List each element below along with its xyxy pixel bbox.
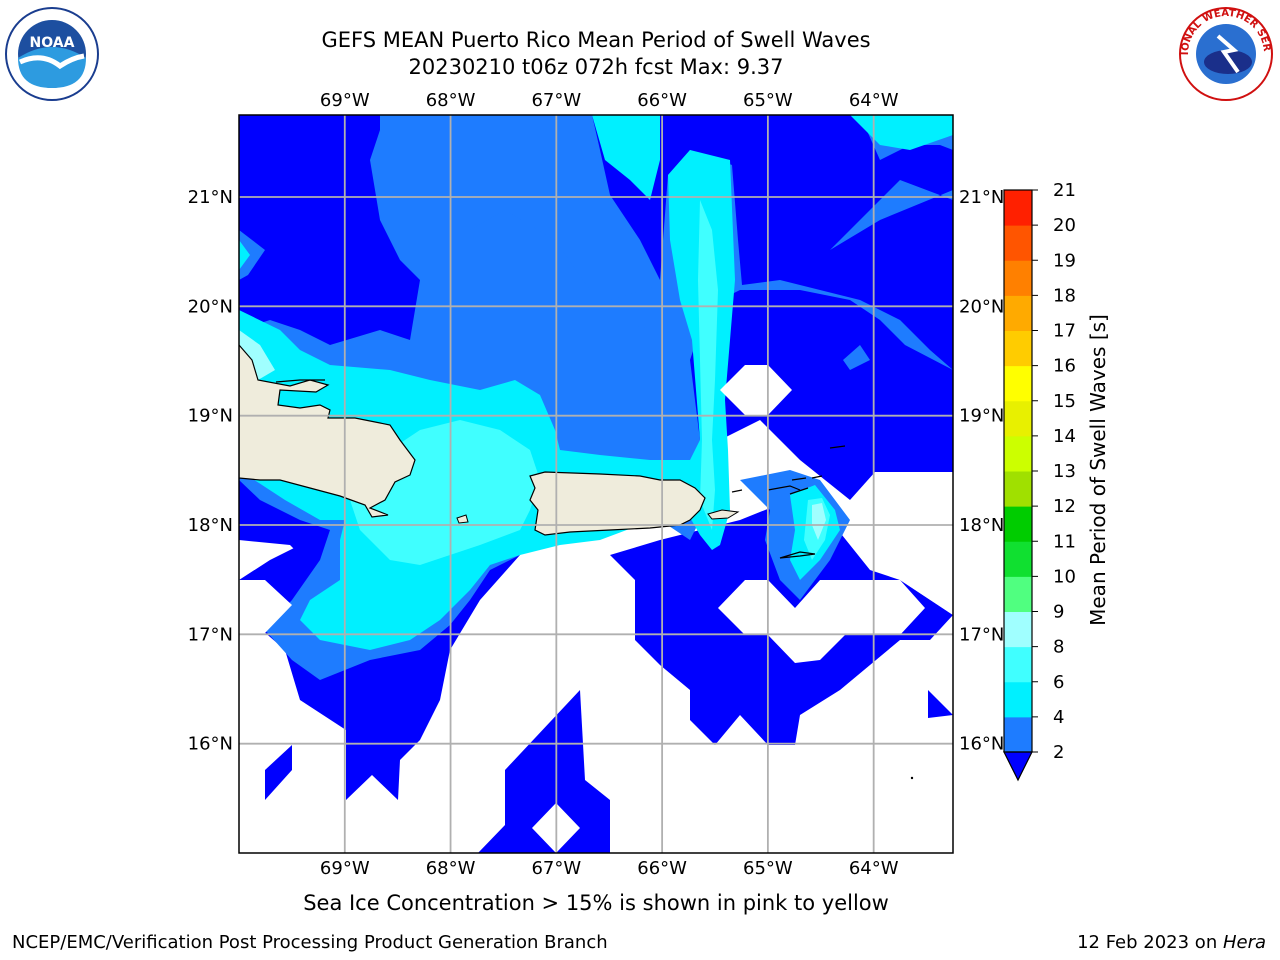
contour-dark-blue-small — [265, 745, 292, 800]
lon-label-bottom: 69°W — [320, 858, 370, 879]
colorbar-tick-label: 14 — [1053, 426, 1076, 447]
lat-label-right: 17°N — [959, 624, 1004, 645]
contour-pale-cyan-east — [812, 503, 826, 540]
colorbar-segment — [1004, 681, 1032, 718]
colorbar-segment — [1004, 260, 1032, 296]
map-subtitle: 20230210 t06z 072h fcst Max: 9.37 — [408, 55, 784, 79]
colorbar-tick-label: 21 — [1053, 180, 1076, 201]
footer-date-text: 12 Feb 2023 on — [1077, 932, 1223, 953]
lon-label-top: 65°W — [743, 90, 793, 111]
colorbar-tick-label: 8 — [1053, 637, 1064, 658]
contour-field — [239, 115, 953, 853]
lat-label-left: 19°N — [188, 406, 233, 427]
lat-label-right: 20°N — [959, 296, 1004, 317]
land-speck — [910, 776, 914, 780]
colorbar: 2 4 6 8 9 10 11 12 13 14 15 16 17 18 19 20 21 — [1003, 180, 1076, 782]
colorbar-tick-label: 20 — [1053, 215, 1076, 236]
colorbar-tick-label: 17 — [1053, 321, 1076, 342]
colorbar-tick-label: 12 — [1053, 496, 1076, 517]
footer-date: 12 Feb 2023 on Hera — [1077, 932, 1266, 953]
colorbar-segment — [1004, 506, 1032, 542]
colorbar-segment — [1004, 190, 1032, 226]
lon-label-top: 67°W — [531, 90, 581, 111]
lat-label-left: 17°N — [188, 624, 233, 645]
colorbar-tick-label: 13 — [1053, 461, 1076, 482]
contour-medium-blue-patch — [843, 345, 870, 370]
contour-medium-blue-west-edge — [239, 230, 265, 280]
colorbar-segment — [1004, 330, 1032, 367]
contour-hole-east-2 — [850, 472, 953, 615]
colorbar-segment — [1004, 400, 1032, 437]
colorbar-tick-label: 2 — [1053, 742, 1064, 763]
colorbar-tick-label: 15 — [1053, 391, 1076, 412]
contour-cyan-west-edge — [239, 240, 250, 270]
colorbar-segment — [1004, 541, 1032, 577]
contour-medium-blue-north-center — [420, 210, 660, 330]
colorbar-extend-arrow — [1003, 751, 1033, 782]
lat-label-left: 18°N — [188, 515, 233, 536]
lon-label-bottom: 68°W — [426, 858, 476, 879]
map-frame — [238, 114, 954, 854]
noaa-logo-text: NOAA — [30, 35, 75, 51]
colorbar-segment — [1004, 576, 1032, 612]
lon-label-top: 64°W — [849, 90, 899, 111]
footer-branch: NCEP/EMC/Verification Post Processing Pr… — [12, 932, 608, 953]
colorbar-tick-label: 19 — [1053, 250, 1076, 271]
land-virgin-islands — [731, 445, 846, 559]
lon-label-top: 69°W — [320, 90, 370, 111]
lon-label-top: 68°W — [426, 90, 476, 111]
contour-light-cyan-strip — [698, 200, 718, 530]
land-hispaniola-north-coast — [275, 379, 325, 383]
colorbar-tick-label: 10 — [1053, 566, 1076, 587]
map-title: GEFS MEAN Puerto Rico Mean Period of Swe… — [321, 28, 871, 52]
graticule — [239, 115, 953, 853]
land-mona-island — [456, 514, 469, 524]
land-vieques — [707, 509, 740, 520]
lat-label-right: 21°N — [959, 187, 1004, 208]
contour-hole-west — [239, 580, 292, 633]
colorbar-segment — [1004, 646, 1032, 683]
colorbar-label: Mean Period of Swell Waves [s] — [1086, 314, 1110, 626]
lat-label-right: 18°N — [959, 515, 1004, 536]
colorbar-tick-label: 18 — [1053, 285, 1076, 306]
contour-cyan-north — [592, 115, 660, 200]
coordinate-labels: 69°W 69°W 68°W 68°W 67°W 67°W 66°W 66°W 65°W 65°W… — [188, 90, 1005, 879]
lat-label-right: 16°N — [959, 734, 1004, 755]
colorbar-tick-label: 16 — [1053, 356, 1076, 377]
noaa-logo: NOAA — [5, 7, 99, 101]
contour-dark-blue-south — [478, 690, 610, 853]
colorbar-segment — [1004, 716, 1032, 753]
colorbar-tick-label: 9 — [1053, 602, 1064, 623]
lon-label-top: 66°W — [637, 90, 687, 111]
nws-logo: NATIONAL WEATHER SERVICE — [1176, 6, 1273, 101]
contour-hole-east — [720, 365, 792, 415]
contour-cyan-north-east — [850, 115, 953, 150]
lon-label-bottom: 65°W — [743, 858, 793, 879]
lon-label-bottom: 64°W — [849, 858, 899, 879]
colorbar-segment — [1004, 295, 1032, 331]
lat-label-left: 20°N — [188, 296, 233, 317]
sea-ice-caption: Sea Ice Concentration > 15% is shown in … — [303, 891, 889, 915]
colorbar-tick-label: 4 — [1053, 707, 1064, 728]
footer-host: Hera — [1222, 932, 1266, 953]
contour-dark-blue-small-2 — [928, 690, 953, 718]
colorbar-segment — [1004, 611, 1032, 648]
colorbar-segment — [1004, 471, 1032, 507]
land-hispaniola — [239, 344, 416, 518]
colorbar-tick-label: 11 — [1053, 531, 1076, 552]
colorbar-segment — [1004, 365, 1032, 402]
lat-label-left: 16°N — [188, 734, 233, 755]
colorbar-segment — [1004, 435, 1032, 472]
colorbar-segment — [1004, 225, 1032, 261]
colorbar-tick-label: 6 — [1053, 672, 1064, 693]
lon-label-bottom: 66°W — [637, 858, 687, 879]
lat-label-right: 19°N — [959, 406, 1004, 427]
lat-label-left: 21°N — [188, 187, 233, 208]
lon-label-bottom: 67°W — [531, 858, 581, 879]
